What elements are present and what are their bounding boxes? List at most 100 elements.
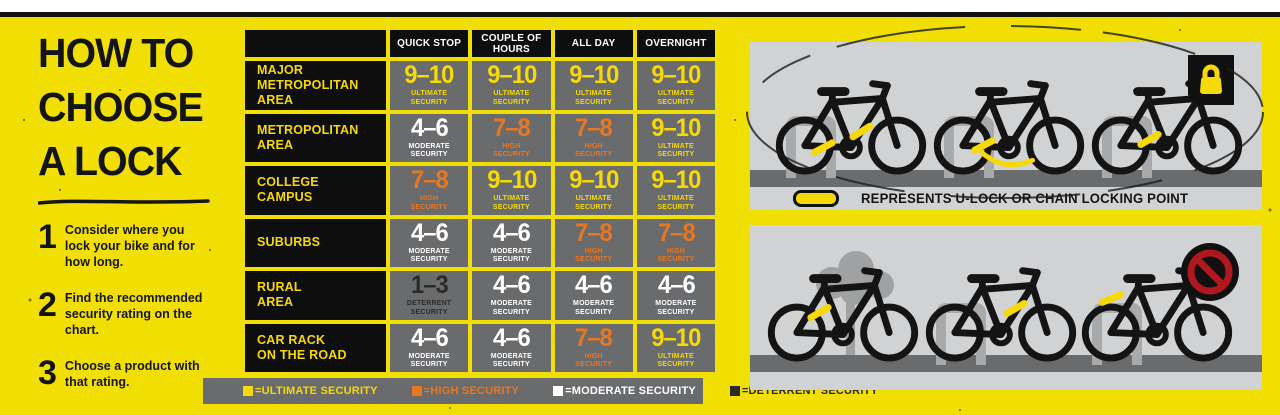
rating-label: ULTIMATE SECURITY	[410, 90, 448, 106]
rating-label: HIGH SECURITY	[575, 247, 613, 264]
locked-bike-2	[930, 60, 1090, 178]
rating-label: ULTIMATE SECURITY	[492, 195, 530, 211]
rating-cell: 4–6 MODERATE SECURITY	[472, 271, 551, 320]
rating-range: 9–10	[486, 61, 537, 90]
rating-label: MODERATE SECURITY	[408, 247, 450, 264]
rating-range: 1–3	[410, 271, 449, 300]
locked-bike-1	[772, 60, 932, 178]
step-3-text: Choose a product with that rating.	[64, 359, 200, 389]
row-label: CAR RACK ON THE ROAD	[245, 323, 386, 372]
rating-cell: 4–6 MODERATE SECURITY	[390, 323, 469, 372]
rating-cell: 7–8 HIGH SECURITY	[390, 166, 469, 215]
rating-cell: 4–6 MODERATE SECURITY	[390, 113, 469, 162]
rating-label: MODERATE SECURITY	[655, 300, 697, 316]
badly-locked-bike-2	[922, 247, 1082, 365]
rating-cell: 9–10 ULTIMATE SECURITY	[636, 61, 715, 110]
top-black-strip	[0, 12, 1280, 17]
rating-label: ULTIMATE SECURITY	[575, 195, 613, 211]
rating-cell: 1–3 DETERRENT SECURITY	[390, 271, 469, 320]
rating-range: 7–8	[657, 218, 695, 247]
legend-label-moderate: =MODERATE SECURITY	[565, 385, 696, 397]
rating-range: 4–6	[492, 271, 531, 300]
rating-label: MODERATE SECURITY	[408, 352, 450, 369]
steps-list: 1 Consider where you lock your bike and …	[38, 218, 208, 410]
rating-label: ULTIMATE SECURITY	[657, 352, 695, 369]
rating-range: 9–10	[651, 323, 701, 352]
rating-cell: 7–8 HIGH SECURITY	[554, 323, 633, 372]
rating-label: MODERATE SECURITY	[573, 300, 615, 316]
rating-label: ULTIMATE SECURITY	[657, 142, 695, 159]
rating-label: HIGH SECURITY	[657, 247, 695, 264]
step-3-number: 3	[38, 354, 57, 392]
legend-swatch-ultimate	[243, 386, 253, 396]
rating-cell: 9–10 ULTIMATE SECURITY	[554, 166, 633, 215]
rating-label: MODERATE SECURITY	[490, 352, 532, 369]
row-label: MAJOR METROPOLITAN AREA	[245, 61, 386, 110]
badly-locked-bike-3	[1078, 247, 1238, 365]
security-rating-chart: QUICK STOP COUPLE OF HOURS ALL DAY OVERN…	[245, 30, 715, 372]
rating-range: 4–6	[657, 271, 695, 300]
step-1: 1 Consider where you lock your bike and …	[38, 218, 208, 270]
rating-range: 7–8	[575, 113, 613, 142]
top-white-strip	[0, 0, 1280, 12]
rating-range: 9–10	[569, 61, 619, 90]
rating-range: 7–8	[575, 218, 613, 247]
rating-range: 4–6	[492, 323, 531, 352]
column-header-all-day: ALL DAY	[554, 30, 633, 57]
rating-range: 4–6	[410, 218, 449, 247]
rating-range: 4–6	[575, 271, 613, 300]
column-header-overnight: OVERNIGHT	[636, 30, 715, 57]
column-header-couple-of-hours: COUPLE OF HOURS	[472, 30, 551, 57]
step-2-text: Find the recommended security rating on …	[64, 291, 203, 337]
page-title: HOW TO CHOOSE A LOCK	[38, 26, 211, 188]
legend-swatch-high	[411, 386, 422, 396]
rating-cell: 4–6 MODERATE SECURITY	[472, 218, 551, 267]
rating-label: MODERATE SECURITY	[490, 247, 532, 264]
bike-icon	[772, 66, 930, 176]
legend-swatch-moderate	[553, 386, 564, 396]
lock-icon	[1188, 55, 1234, 105]
chart-corner-cell	[245, 30, 386, 57]
step-2: 2 Find the recommended security rating o…	[38, 288, 208, 338]
rating-cell: 4–6 MODERATE SECURITY	[636, 271, 715, 320]
column-header-quick-stop: QUICK STOP	[390, 30, 469, 57]
rating-cell: 7–8 HIGH SECURITY	[554, 218, 633, 267]
rating-range: 9–10	[651, 166, 701, 195]
chart-grid: QUICK STOP COUPLE OF HOURS ALL DAY OVERN…	[245, 30, 715, 372]
legend-label-ultimate: =ULTIMATE SECURITY	[255, 385, 378, 397]
step-3: 3 Choose a product with that rating.	[38, 354, 208, 392]
row-label: COLLEGE CAMPUS	[245, 166, 386, 215]
rating-cell: 9–10 ULTIMATE SECURITY	[390, 61, 469, 110]
rating-label: ULTIMATE SECURITY	[657, 90, 695, 106]
correct-locking-panel: REPRESENTS U-LOCK OR CHAIN LOCKING POINT	[750, 42, 1262, 210]
rating-label: DETERRENT SECURITY	[406, 300, 452, 316]
chain-cable-icon	[979, 149, 1036, 168]
step-1-number: 1	[38, 218, 57, 256]
row-label: METROPOLITAN AREA	[245, 113, 386, 162]
rating-label: MODERATE SECURITY	[408, 142, 450, 159]
rating-cell: 9–10 ULTIMATE SECURITY	[636, 323, 715, 372]
rating-label: ULTIMATE SECURITY	[575, 90, 613, 106]
legend-item-moderate: =MODERATE SECURITY	[553, 385, 696, 397]
rating-label: HIGH SECURITY	[492, 142, 530, 159]
rating-label: MODERATE SECURITY	[490, 300, 532, 316]
rating-range: 4–6	[410, 323, 449, 352]
legend-item-ultimate: =ULTIMATE SECURITY	[243, 385, 378, 397]
caption-text: REPRESENTS U-LOCK OR CHAIN LOCKING POINT	[861, 191, 1189, 206]
rating-cell: 9–10 ULTIMATE SECURITY	[472, 61, 551, 110]
bike-icon	[922, 253, 1080, 363]
title-underline	[38, 199, 210, 205]
row-label: RURAL AREA	[245, 271, 386, 320]
row-label: SUBURBS	[245, 218, 386, 267]
title-line-3: A LOCK	[38, 138, 183, 185]
rating-label: ULTIMATE SECURITY	[492, 90, 530, 106]
rating-label: HIGH SECURITY	[410, 195, 448, 211]
rating-range: 7–8	[575, 323, 613, 352]
chart-legend: =ULTIMATE SECURITY =HIGH SECURITY =MODER…	[203, 378, 878, 404]
rating-range: 9–10	[651, 61, 701, 90]
rating-range: 7–8	[492, 113, 531, 142]
rating-cell: 4–6 MODERATE SECURITY	[554, 271, 633, 320]
lock-point-pill-icon	[793, 190, 839, 207]
rating-range: 4–6	[492, 218, 531, 247]
title-line-1: HOW TO	[38, 30, 194, 76]
